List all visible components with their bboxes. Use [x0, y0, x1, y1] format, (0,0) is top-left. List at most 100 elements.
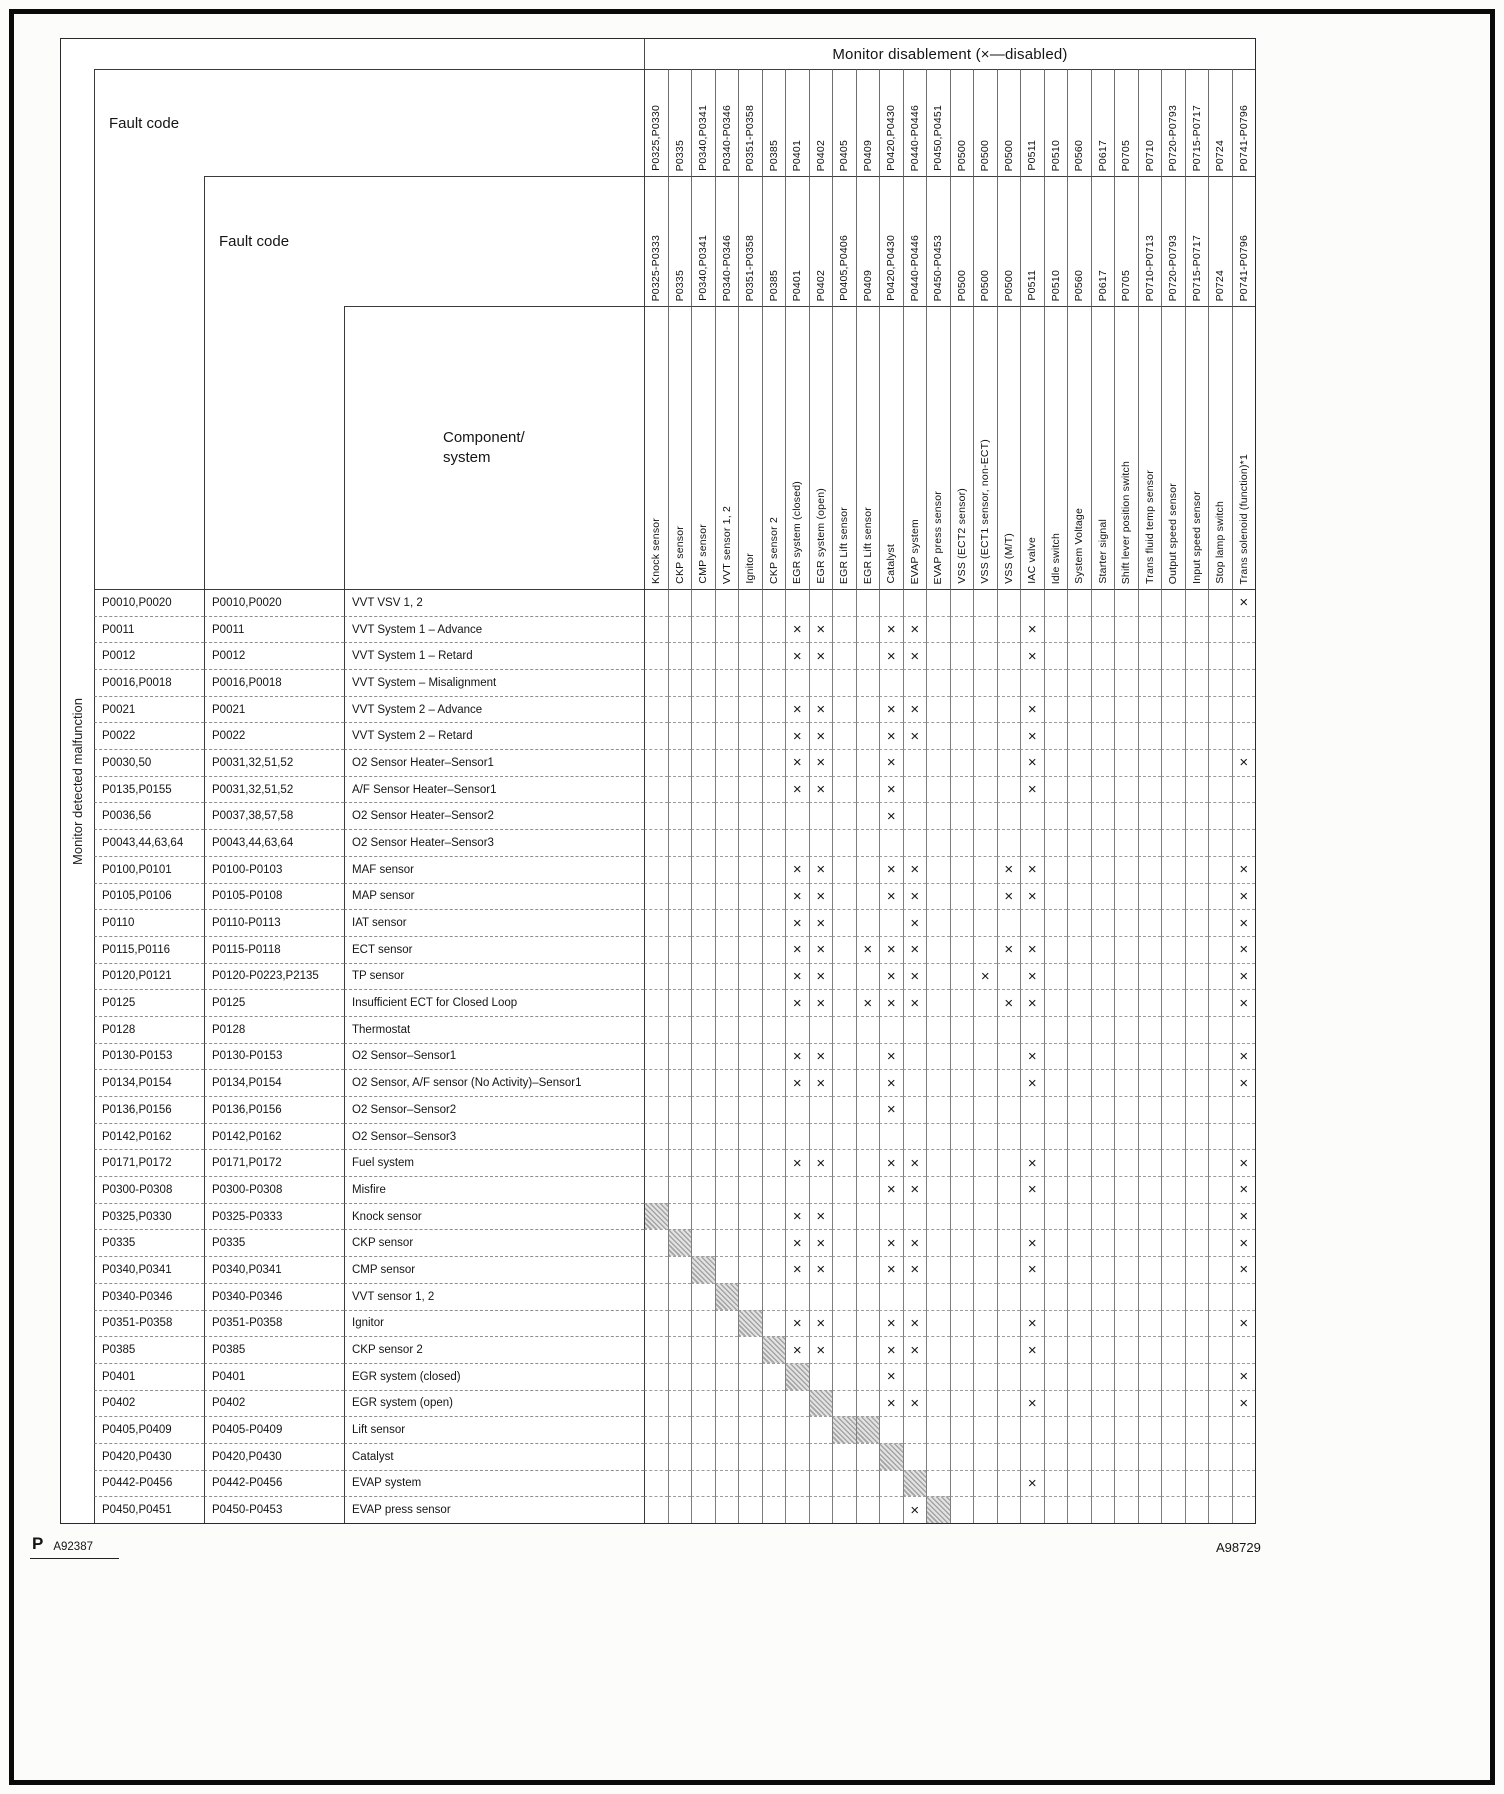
column-code-row2: P0710-P0713 — [1137, 176, 1161, 306]
matrix-cell — [1067, 1469, 1091, 1497]
column-code-row1: P0710 — [1137, 69, 1161, 176]
matrix-cell — [1184, 1149, 1208, 1177]
matrix-cell — [996, 829, 1020, 856]
disabled-mark-cell: × — [1231, 1229, 1255, 1257]
matrix-cell — [808, 1496, 832, 1523]
matrix-cell — [691, 695, 715, 723]
column-code-row1: P0335 — [667, 69, 691, 176]
matrix-cell — [879, 1416, 903, 1443]
disabled-mark-cell: × — [879, 615, 903, 643]
matrix-cell — [761, 1309, 785, 1337]
matrix-cell — [973, 642, 997, 670]
matrix-cell — [949, 802, 973, 830]
matrix-cell — [1161, 935, 1185, 963]
matrix-cell — [691, 802, 715, 830]
matrix-cell — [761, 749, 785, 776]
matrix-cell — [1137, 1229, 1161, 1257]
matrix-cell — [1114, 802, 1138, 830]
matrix-cell — [691, 1122, 715, 1150]
row-component: VVT System 1 – Retard — [344, 642, 644, 670]
disabled-mark-cell: × — [879, 802, 903, 830]
matrix-cell — [879, 829, 903, 856]
matrix-cell — [949, 1469, 973, 1497]
disabled-mark-cell: × — [785, 855, 809, 883]
column-code-row1-label: P0335 — [673, 139, 686, 171]
matrix-cell — [973, 1042, 997, 1070]
row-fault-code-2: P0128 — [204, 1015, 344, 1043]
matrix-cell — [1161, 1336, 1185, 1363]
matrix-cell — [1020, 909, 1044, 936]
matrix-cell — [1114, 962, 1138, 990]
matrix-cell — [1090, 1229, 1114, 1257]
matrix-cell — [644, 669, 668, 696]
row-component: EVAP press sensor — [344, 1496, 644, 1523]
matrix-cell — [1043, 882, 1067, 910]
disabled-mark-cell: × — [808, 1202, 832, 1230]
disabled-mark-cell: × — [902, 962, 926, 990]
matrix-cell — [738, 722, 762, 750]
matrix-cell — [644, 1309, 668, 1337]
column-component: Trans fluid temp sensor — [1137, 306, 1161, 589]
matrix-cell — [832, 1069, 856, 1097]
row-fault-code-2: P0010,P0020 — [204, 589, 344, 616]
matrix-cell — [691, 669, 715, 696]
disabled-mark-cell: × — [855, 989, 879, 1016]
row-fault-code-1: P0402 — [94, 1389, 204, 1417]
column-code-row2-label: P0409 — [861, 269, 874, 301]
matrix-cell — [1161, 1282, 1185, 1310]
disabled-mark-cell: × — [879, 1309, 903, 1337]
column-code-row1: P0325,P0330 — [644, 69, 668, 176]
disabled-mark-cell: × — [785, 1202, 809, 1230]
matrix-cell — [1043, 1096, 1067, 1123]
matrix-cell — [1043, 1282, 1067, 1310]
disabled-mark-cell: × — [902, 722, 926, 750]
matrix-cell — [1137, 882, 1161, 910]
matrix-cell — [1114, 935, 1138, 963]
matrix-cell — [832, 1015, 856, 1043]
matrix-cell — [1231, 1442, 1255, 1470]
row-fault-code-1: P0021 — [94, 695, 204, 723]
matrix-cell — [973, 1496, 997, 1523]
column-code-row2-label: P0500 — [1002, 269, 1015, 301]
matrix-cell — [949, 1122, 973, 1150]
matrix-cell — [926, 989, 950, 1016]
column-component-label: Shift lever position switch — [1120, 460, 1133, 584]
matrix-cell — [832, 1362, 856, 1390]
matrix-cell — [691, 855, 715, 883]
matrix-cell — [1208, 1149, 1232, 1177]
matrix-cell — [1090, 642, 1114, 670]
matrix-cell — [1067, 1202, 1091, 1230]
matrix-cell — [667, 615, 691, 643]
matrix-cell — [1114, 882, 1138, 910]
matrix-cell — [1208, 1229, 1232, 1257]
matrix-cell — [926, 1469, 950, 1497]
matrix-cell — [1161, 722, 1185, 750]
matrix-cell — [1161, 695, 1185, 723]
fault-code-header-2-label: Fault code — [219, 233, 290, 250]
matrix-cell — [714, 1469, 738, 1497]
row-component: Thermostat — [344, 1015, 644, 1043]
matrix-cell — [1231, 829, 1255, 856]
matrix-cell — [667, 1469, 691, 1497]
disabled-mark-cell: × — [902, 1336, 926, 1363]
matrix-cell — [1184, 962, 1208, 990]
matrix-cell — [808, 1122, 832, 1150]
matrix-cell — [1043, 1176, 1067, 1203]
matrix-cell — [738, 695, 762, 723]
column-code-row2: P0340-P0346 — [714, 176, 738, 306]
column-code-row1-label: P0715-P0717 — [1190, 104, 1203, 171]
fault-code-column-1-extension — [94, 176, 204, 306]
matrix-cell — [926, 882, 950, 910]
disabled-mark-cell: × — [902, 1496, 926, 1523]
column-code-row2: P0617 — [1090, 176, 1114, 306]
matrix-cell — [926, 749, 950, 776]
matrix-cell — [738, 962, 762, 990]
disabled-mark-cell: × — [902, 989, 926, 1016]
matrix-cell — [1161, 855, 1185, 883]
matrix-cell — [996, 749, 1020, 776]
matrix-cell — [1114, 749, 1138, 776]
matrix-cell — [902, 1069, 926, 1097]
matrix-cell — [973, 989, 997, 1016]
column-code-row2-label: P0351-P0358 — [744, 234, 757, 301]
matrix-cell — [1020, 589, 1044, 616]
